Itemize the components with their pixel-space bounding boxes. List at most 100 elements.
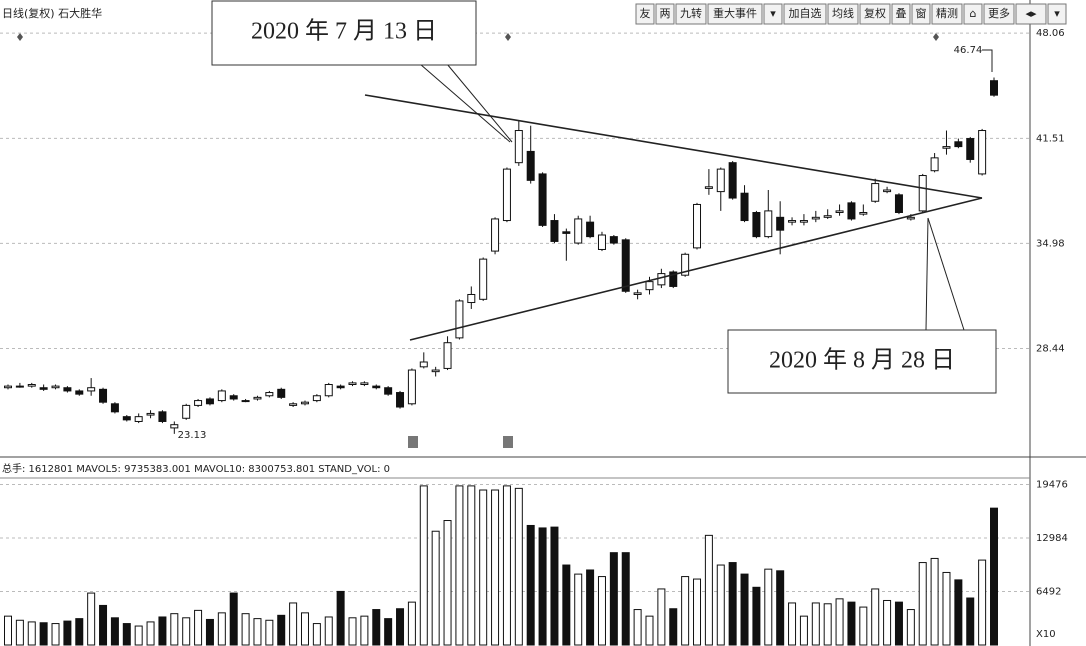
toolbar-button[interactable]: [783, 3, 827, 25]
volume-bar: [562, 564, 571, 646]
candle-body: [835, 210, 844, 214]
candle-body: [372, 385, 381, 389]
volume-bar: [431, 530, 440, 646]
volume-bar: [4, 615, 12, 646]
y-tick-label: 34.98: [1036, 238, 1065, 249]
toolbar-button[interactable]: [827, 3, 859, 25]
candle-body: [336, 385, 345, 389]
candle-body: [455, 300, 464, 339]
toolbar-button[interactable]: [763, 3, 783, 25]
toolbar-label[interactable]: 均线: [832, 6, 854, 20]
candle-body: [657, 273, 666, 286]
candle-body: [764, 210, 773, 238]
volume-bar: [799, 615, 808, 646]
candle-body: [300, 401, 309, 405]
toolbar-label[interactable]: 友: [640, 6, 651, 20]
volume-bar: [396, 608, 405, 646]
volume-bar: [443, 520, 452, 646]
y2-tick-label: 19476: [1036, 479, 1068, 490]
candle-body: [847, 202, 856, 220]
candle-body: [633, 292, 642, 295]
volume-bar: [122, 623, 131, 646]
toolbar-label[interactable]: 复权: [864, 6, 886, 20]
toolbar-button[interactable]: [931, 3, 963, 25]
candle-body: [27, 384, 36, 387]
toolbar-button[interactable]: [675, 3, 707, 25]
callout-pointer: [446, 63, 513, 143]
volume-bar: [918, 562, 927, 646]
y-tick-label: 41.51: [1036, 133, 1065, 144]
toolbar-label[interactable]: 叠: [896, 7, 907, 20]
candle-body: [930, 157, 939, 172]
candle-body: [51, 385, 60, 389]
candle-body: [384, 387, 393, 395]
volume-bar: [99, 604, 108, 646]
candle-body: [550, 220, 559, 242]
candle-body: [740, 192, 749, 222]
toolbar-button[interactable]: [963, 3, 983, 25]
toolbar-button[interactable]: [1047, 3, 1067, 25]
volume-bar: [597, 576, 606, 646]
candle-body: [728, 162, 737, 199]
callout-pointer: [927, 217, 965, 331]
candle-body: [918, 175, 927, 212]
toolbar-button[interactable]: [911, 3, 931, 25]
candle-body: [158, 411, 167, 422]
y2-tick-label: 12984: [1036, 533, 1068, 544]
candle-body: [419, 361, 428, 368]
volume-bar: [253, 618, 262, 646]
candle-body: [752, 212, 761, 238]
candle-body: [443, 342, 452, 369]
candle-body: [122, 416, 131, 421]
volume-bar: [847, 601, 856, 646]
toolbar-label[interactable]: 两: [660, 7, 671, 20]
candle-body: [609, 236, 618, 244]
toolbar-label[interactable]: ▾: [770, 7, 776, 20]
volume-bar: [942, 571, 951, 646]
high-label: 46.74: [954, 45, 983, 56]
marker: [17, 33, 23, 41]
volume-bar: [134, 625, 143, 646]
toolbar-button[interactable]: [707, 3, 763, 25]
toolbar-label[interactable]: 精测: [936, 7, 958, 20]
toolbar-label[interactable]: ◂▸: [1025, 7, 1037, 20]
toolbar-label[interactable]: ▾: [1054, 7, 1060, 20]
toolbar-button[interactable]: [635, 3, 655, 25]
toolbar-label[interactable]: 九转: [680, 6, 702, 20]
toolbar-button[interactable]: [891, 3, 911, 25]
toolbar-label[interactable]: 窗: [916, 6, 927, 20]
candle-body: [526, 150, 535, 181]
toolbar-label[interactable]: ⌂: [970, 7, 977, 20]
toolbar: 友两九转 重大事件 ▾ 加自选 均线 复权叠窗精测 ⌂ 更多 ◂▸ ▾: [635, 3, 1067, 25]
toolbar-button[interactable]: [859, 3, 891, 25]
volume-bar: [217, 612, 226, 646]
toolbar-label[interactable]: 加自选: [789, 7, 822, 20]
volume-bar: [906, 609, 915, 646]
volume-bar: [716, 564, 725, 646]
candle-body: [502, 168, 511, 222]
candle-body: [811, 216, 820, 220]
toolbar-button[interactable]: [983, 3, 1015, 25]
volume-bar: [455, 485, 464, 646]
toolbar-label[interactable]: 重大事件: [713, 6, 757, 20]
volume-bar: [645, 615, 654, 646]
volume-bar: [966, 597, 975, 646]
candle-body: [479, 258, 488, 300]
volume-bar: [788, 602, 797, 646]
volume-header: 总手: 1612801 MAVOL5: 9735383.001 MAVOL10:…: [2, 462, 390, 475]
volume-bar: [930, 557, 939, 646]
candle-body: [396, 392, 405, 408]
volume-bar: [669, 608, 678, 646]
volume-bar: [871, 588, 880, 646]
candle-body: [182, 404, 191, 419]
candle-body: [906, 216, 915, 220]
volume-unit: X10: [1036, 629, 1056, 640]
candle-body: [39, 387, 48, 390]
candle-body: [966, 138, 975, 160]
volume-bar: [87, 592, 96, 646]
toolbar-button[interactable]: [1015, 3, 1047, 25]
toolbar-button[interactable]: [655, 3, 675, 25]
candle-body: [538, 173, 547, 226]
candle-body: [597, 234, 606, 250]
toolbar-label[interactable]: 更多: [988, 6, 1010, 20]
